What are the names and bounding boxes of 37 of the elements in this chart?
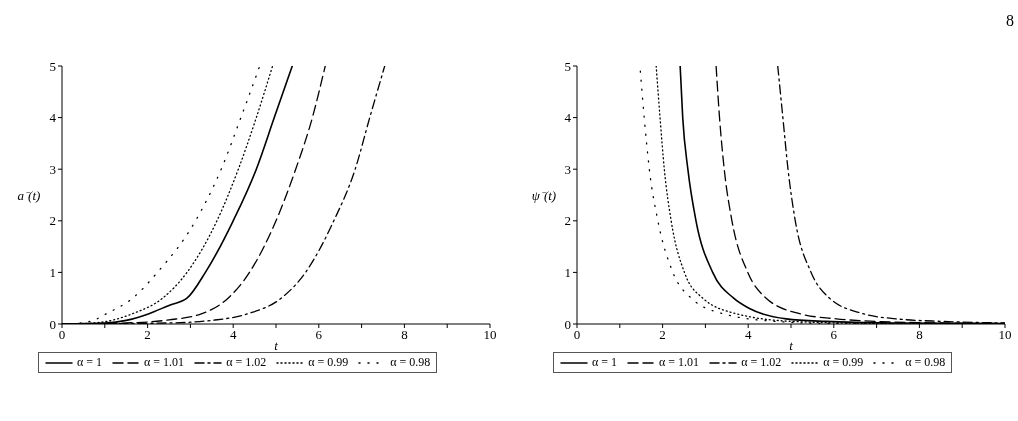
x-tick-label: 6 (315, 327, 323, 343)
y-tick-label: 1 (49, 265, 56, 281)
x-tick-label: 2 (659, 327, 666, 343)
y-tick-label: 5 (564, 58, 571, 74)
legend-label: α = 1.01 (659, 355, 700, 370)
text: 8 (1006, 12, 1014, 30)
y-tick-label: 3 (564, 161, 571, 177)
y-tick-label: 5 (49, 58, 56, 74)
x-tick-label: 6 (830, 327, 838, 343)
legend-label: α = 1 (592, 355, 618, 370)
y-tick-label: 0 (564, 316, 571, 332)
legend-label: α = 0.99 (823, 355, 864, 370)
legend-label: α = 0.98 (905, 355, 946, 370)
y-axis-title: ψ⁻(t) (530, 187, 558, 204)
legend-label: α = 1 (77, 355, 103, 370)
y-axis-title: a⁻(t) (16, 187, 42, 204)
y-tick-label: 2 (49, 213, 56, 229)
x-tick-label: 10 (998, 327, 1012, 343)
x-axis-title: t (789, 338, 794, 353)
legend-label: α = 1.01 (144, 355, 185, 370)
legend-label: α = 0.99 (308, 355, 349, 370)
legend-label: α = 0.98 (390, 355, 431, 370)
x-tick-label: 8 (401, 327, 408, 343)
x-tick-label: 4 (744, 327, 752, 343)
y-tick-label: 0 (49, 316, 56, 332)
x-tick-label: 4 (229, 327, 237, 343)
y-tick-label: 4 (49, 110, 57, 126)
legend-label: α = 1.02 (226, 355, 267, 370)
x-tick-label: 8 (916, 327, 923, 343)
x-tick-label: 2 (144, 327, 151, 343)
x-axis-title: t (274, 338, 279, 353)
y-tick-label: 4 (564, 110, 572, 126)
y-tick-label: 2 (564, 213, 571, 229)
y-tick-label: 1 (564, 265, 571, 281)
y-tick-label: 3 (49, 161, 56, 177)
x-tick-label: 10 (483, 327, 497, 343)
legend-label: α = 1.02 (741, 355, 782, 370)
